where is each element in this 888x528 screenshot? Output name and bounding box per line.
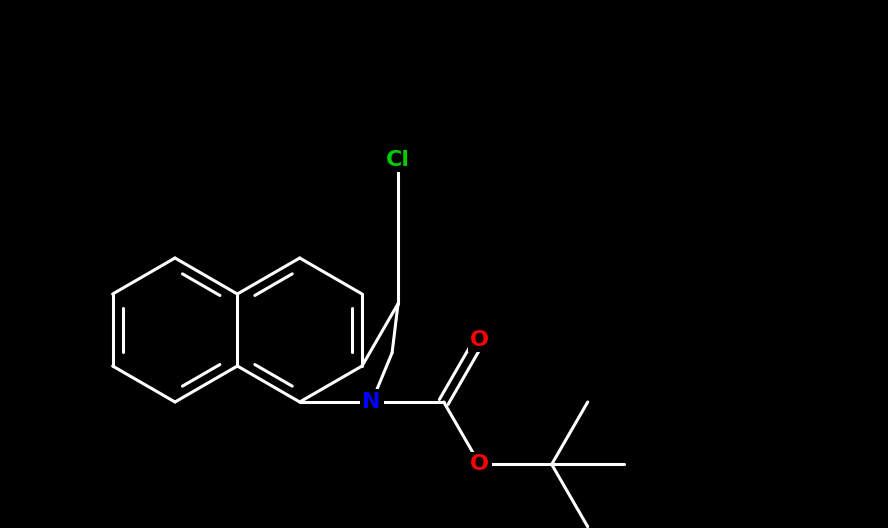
- Text: Cl: Cl: [386, 149, 410, 169]
- Text: O: O: [471, 329, 489, 350]
- Text: O: O: [471, 455, 489, 474]
- Text: N: N: [362, 392, 381, 412]
